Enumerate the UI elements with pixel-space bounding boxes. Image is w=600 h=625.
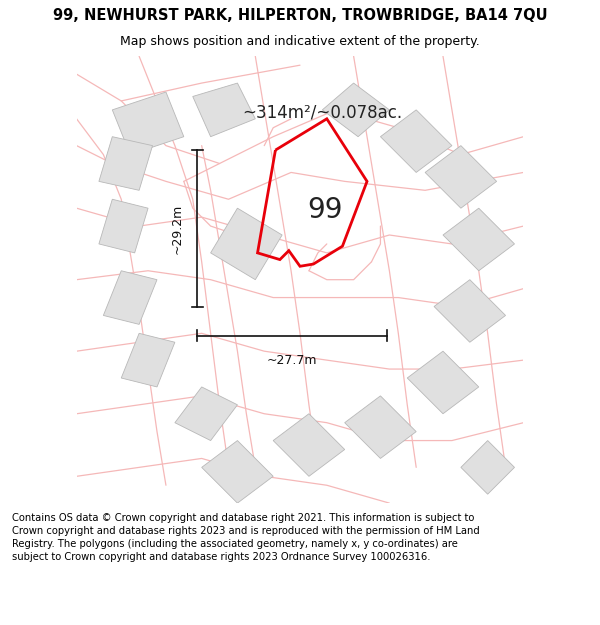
Text: ~29.2m: ~29.2m: [170, 204, 184, 254]
Polygon shape: [425, 146, 497, 208]
Text: ~314m²/~0.078ac.: ~314m²/~0.078ac.: [242, 103, 402, 121]
Text: 99, NEWHURST PARK, HILPERTON, TROWBRIDGE, BA14 7QU: 99, NEWHURST PARK, HILPERTON, TROWBRIDGE…: [53, 8, 547, 23]
Polygon shape: [380, 110, 452, 173]
Polygon shape: [175, 387, 238, 441]
Text: 99: 99: [307, 196, 343, 224]
Text: Contains OS data © Crown copyright and database right 2021. This information is : Contains OS data © Crown copyright and d…: [12, 513, 480, 562]
Polygon shape: [103, 271, 157, 324]
Polygon shape: [273, 414, 344, 476]
Polygon shape: [193, 83, 256, 137]
Polygon shape: [121, 333, 175, 387]
Text: ~27.7m: ~27.7m: [267, 354, 317, 367]
Polygon shape: [443, 208, 515, 271]
Polygon shape: [434, 280, 506, 342]
Polygon shape: [344, 396, 416, 459]
Polygon shape: [211, 208, 282, 280]
Polygon shape: [461, 441, 515, 494]
Text: Map shows position and indicative extent of the property.: Map shows position and indicative extent…: [120, 35, 480, 48]
Polygon shape: [99, 199, 148, 253]
Polygon shape: [322, 83, 389, 137]
Polygon shape: [202, 441, 273, 503]
Polygon shape: [112, 92, 184, 154]
Polygon shape: [99, 137, 152, 190]
Polygon shape: [407, 351, 479, 414]
